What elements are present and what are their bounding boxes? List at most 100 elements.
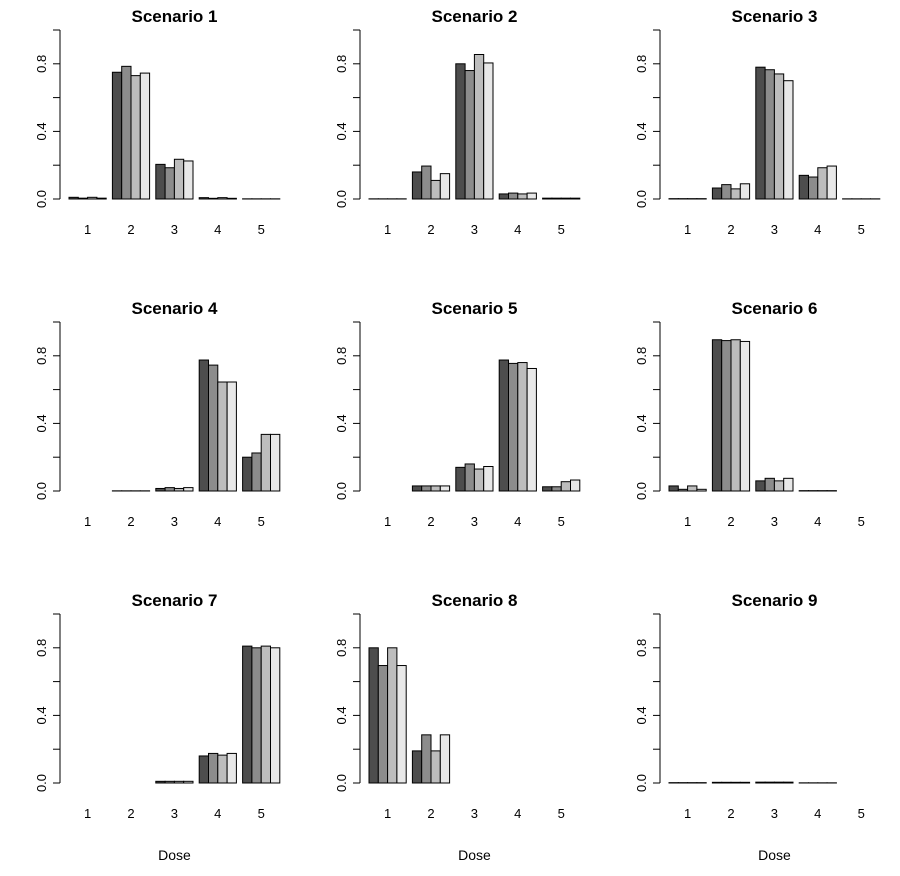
bar-dose-4-series-1 (198, 755, 209, 784)
bar-dose-2-series-3 (730, 781, 741, 784)
bar-dose-5-series-3 (260, 433, 272, 492)
bar-dose-2-series-1 (111, 71, 123, 200)
y-tick-label: 0.4 (334, 414, 349, 432)
y-tick-label: 0.0 (34, 190, 49, 208)
bar-dose-1-series-4 (696, 488, 707, 492)
bar-dose-1-series-4 (396, 665, 407, 784)
bar-dose-2-series-3 (130, 75, 141, 200)
x-tick-label: 1 (384, 514, 391, 529)
x-tick-label: 1 (84, 806, 91, 821)
bar-dose-3-series-1 (155, 163, 166, 200)
bar-dose-4-series-4 (526, 367, 537, 492)
bar-dose-4-series-2 (208, 752, 219, 784)
bar-dose-2-series-4 (739, 183, 751, 200)
bar-dose-3-series-4 (483, 466, 494, 492)
y-tick-label: 0.0 (634, 774, 649, 792)
bar-dose-4-series-2 (208, 197, 219, 200)
x-tick-label: 3 (171, 806, 178, 821)
bar-dose-2-series-4 (139, 72, 151, 200)
x-tick-label: 1 (384, 222, 391, 237)
bar-dose-2-series-3 (430, 179, 441, 200)
bar-dose-3-series-4 (483, 62, 494, 200)
panel-title: Scenario 5 (432, 299, 518, 318)
bar-dose-4-series-2 (808, 176, 819, 200)
bar-dose-3-series-2 (164, 780, 175, 784)
panel-title: Scenario 4 (132, 299, 219, 318)
bar-dose-3-series-3 (473, 468, 485, 492)
y-tick-label: 0.4 (34, 706, 49, 724)
bar-dose-5-series-1 (242, 645, 253, 784)
y-tick-label: 0.0 (34, 482, 49, 500)
panel-title: Scenario 9 (732, 591, 818, 610)
bar-dose-4-series-1 (198, 197, 209, 200)
panel-title: Scenario 8 (432, 591, 518, 610)
x-tick-label: 5 (558, 514, 565, 529)
bar-dose-3-series-3 (773, 781, 785, 784)
bar-dose-4-series-1 (498, 193, 510, 200)
x-tick-label: 1 (84, 514, 91, 529)
x-tick-label: 3 (771, 514, 778, 529)
bar-dose-2-series-1 (711, 339, 723, 492)
bar-dose-4-series-3 (517, 193, 528, 200)
x-tick-label: 3 (171, 514, 178, 529)
bar-dose-1-series-1 (368, 647, 379, 784)
bar-dose-5-series-4 (570, 479, 581, 492)
x-tick-label: 3 (471, 222, 478, 237)
bar-dose-5-series-3 (260, 645, 272, 784)
bar-dose-1-series-1 (668, 485, 679, 492)
bar-dose-3-series-1 (755, 480, 766, 492)
x-tick-label: 3 (471, 514, 478, 529)
x-tick-label: 2 (427, 514, 434, 529)
bar-dose-2-series-2 (421, 734, 432, 784)
bar-dose-4-series-4 (226, 752, 237, 784)
x-tick-label: 5 (258, 806, 265, 821)
y-tick-label: 0.0 (334, 774, 349, 792)
x-tick-label: 1 (84, 222, 91, 237)
x-axis-label: Dose (158, 847, 191, 863)
x-tick-label: 4 (514, 222, 521, 237)
scenario-panel-3: Scenario 3 0.0 0.4 0.8 1 2 3 4 5 (634, 7, 881, 237)
y-tick-label: 0.8 (334, 55, 349, 73)
bar-dose-3-series-1 (455, 466, 466, 492)
x-axis-label: Dose (458, 847, 491, 863)
x-tick-label: 3 (771, 222, 778, 237)
x-tick-label: 5 (558, 806, 565, 821)
bar-dose-5-series-2 (551, 486, 562, 492)
bar-dose-3-series-3 (473, 54, 485, 200)
bar-dose-5-series-1 (542, 486, 553, 492)
x-tick-label: 3 (771, 806, 778, 821)
bar-dose-5-series-3 (560, 197, 572, 200)
bar-dose-1-series-2 (77, 197, 89, 200)
x-tick-label: 5 (858, 806, 865, 821)
bar-dose-2-series-3 (430, 750, 441, 784)
bar-dose-3-series-2 (764, 69, 775, 200)
bar-dose-3-series-2 (164, 487, 175, 492)
y-tick-label: 0.8 (634, 347, 649, 365)
bar-dose-5-series-3 (560, 481, 572, 492)
bar-dose-1-series-2 (677, 488, 689, 492)
bar-dose-2-series-2 (721, 781, 732, 784)
bar-dose-3-series-2 (464, 463, 475, 492)
bar-dose-3-series-1 (755, 66, 766, 200)
x-tick-label: 2 (727, 806, 734, 821)
x-tick-label: 3 (471, 806, 478, 821)
bar-dose-3-series-1 (155, 780, 166, 784)
bar-dose-2-series-2 (721, 184, 732, 200)
bar-dose-1-series-1 (68, 196, 79, 200)
bar-dose-4-series-1 (198, 359, 209, 492)
y-tick-label: 0.8 (334, 639, 349, 657)
bar-dose-5-series-1 (242, 456, 253, 492)
y-tick-label: 0.4 (34, 122, 49, 140)
bar-dose-1-series-3 (387, 647, 398, 784)
x-tick-label: 2 (127, 806, 134, 821)
y-tick-label: 0.0 (334, 190, 349, 208)
bar-dose-3-series-4 (783, 80, 794, 200)
x-tick-label: 2 (427, 806, 434, 821)
y-tick-label: 0.8 (34, 55, 49, 73)
bar-dose-5-series-4 (270, 433, 281, 492)
bar-dose-1-series-2 (377, 665, 389, 784)
bar-dose-2-series-3 (430, 485, 441, 492)
bar-dose-4-series-1 (498, 359, 510, 492)
scenario-panel-9: Scenario 9 0.0 0.4 0.8 1 2 3 4 5 Dose (634, 591, 865, 863)
